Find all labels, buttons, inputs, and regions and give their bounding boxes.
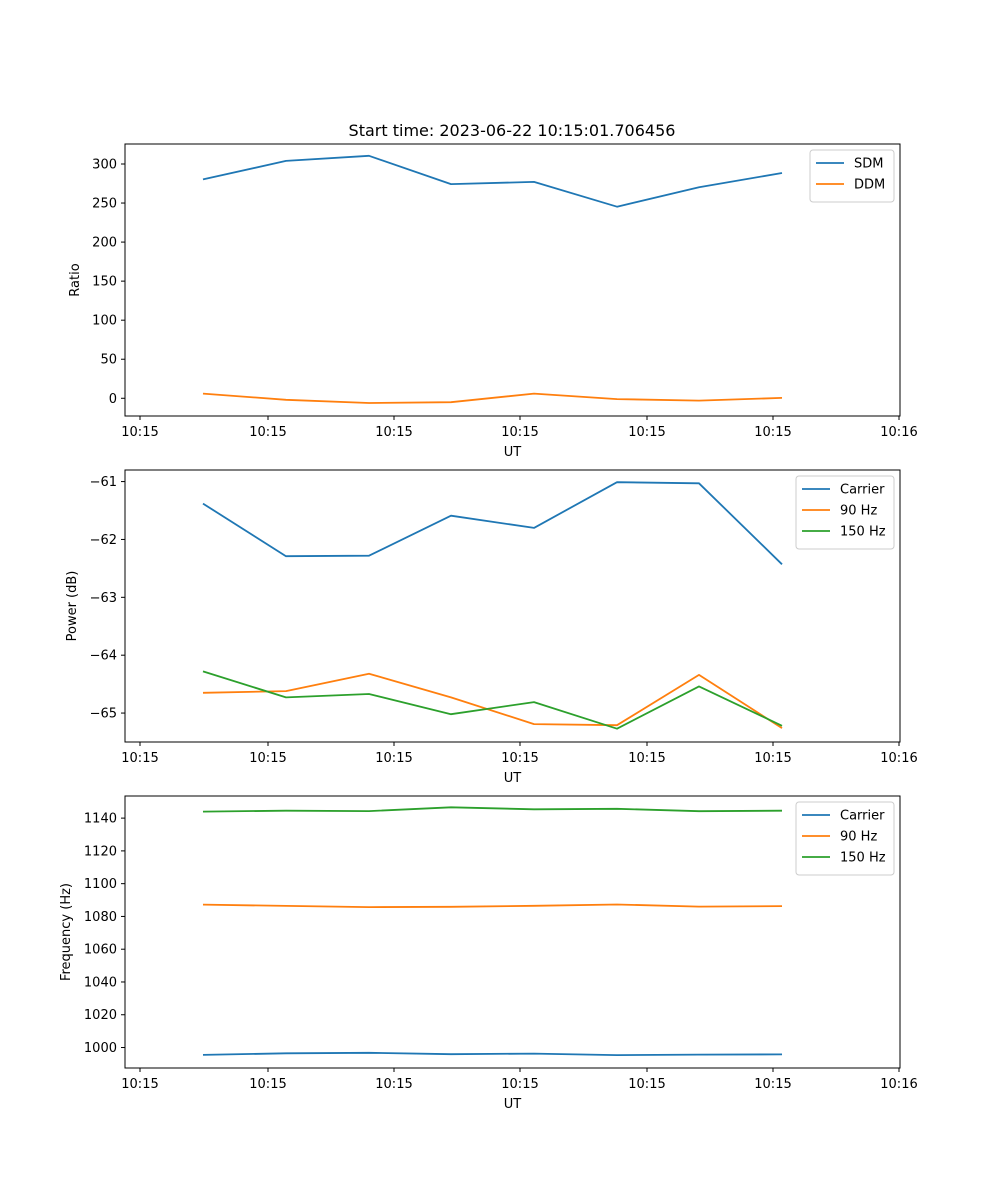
y-tick-label: 250 xyxy=(92,197,117,212)
x-tick-label: 10:15 xyxy=(501,425,538,440)
x-tick-label: 10:15 xyxy=(375,751,412,766)
y-tick-label: −61 xyxy=(90,475,117,490)
legend: Carrier 90 Hz 150 Hz xyxy=(795,475,895,550)
legend: SDM DDM xyxy=(809,149,895,203)
y-axis-label: Power (dB) xyxy=(65,571,80,642)
series-line-ddm xyxy=(202,392,783,404)
x-tick-label: 10:15 xyxy=(754,751,791,766)
plot-frame xyxy=(124,795,901,1069)
x-tick-label: 10:15 xyxy=(375,425,412,440)
x-tick-label: 10:15 xyxy=(628,425,665,440)
x-tick-label: 10:15 xyxy=(121,1077,158,1092)
legend-label: 150 Hz xyxy=(840,851,886,866)
y-tick-label: −65 xyxy=(90,707,117,722)
series-line-150-hz xyxy=(202,806,783,813)
legend-label: 90 Hz xyxy=(840,830,877,845)
x-tick-label: 10:16 xyxy=(880,425,917,440)
y-tick-label: −63 xyxy=(90,591,117,606)
y-tick-label: 1140 xyxy=(84,812,117,827)
x-tick-label: 10:15 xyxy=(121,425,158,440)
legend-label: 150 Hz xyxy=(840,525,886,540)
y-tick-label: 300 xyxy=(92,157,117,172)
x-tick-label: 10:15 xyxy=(249,425,286,440)
x-tick-label: 10:15 xyxy=(375,1077,412,1092)
series-line-carrier xyxy=(202,1051,783,1056)
y-tick-label: 1040 xyxy=(84,975,117,990)
chart-panel-2: 10:15 10:15 10:15 10:15 10:15 10:15 10:16 UT −61… xyxy=(65,469,918,786)
x-tick-label: 10:15 xyxy=(249,751,286,766)
legend-label: DDM xyxy=(854,178,885,193)
x-tick-label: 10:15 xyxy=(754,425,791,440)
y-tick-label: 1000 xyxy=(84,1041,117,1056)
y-tick-label: 1020 xyxy=(84,1008,117,1023)
plot-frame xyxy=(124,469,901,743)
chart-panel-1: 10:15 10:15 10:15 10:15 10:15 10:15 10:16 UT 0 50… xyxy=(68,143,918,460)
y-tick-label: 1120 xyxy=(84,844,117,859)
x-tick-label: 10:15 xyxy=(628,751,665,766)
y-tick-label: 100 xyxy=(92,314,117,329)
x-tick-label: 10:15 xyxy=(628,1077,665,1092)
x-axis-label: UT xyxy=(504,1097,522,1112)
legend-label: Carrier xyxy=(840,809,885,824)
legend-label: SDM xyxy=(854,157,883,172)
x-tick-label: 10:15 xyxy=(249,1077,286,1092)
legend-label: Carrier xyxy=(840,483,885,498)
y-tick-label: 50 xyxy=(100,353,117,368)
y-axis-label: Ratio xyxy=(68,263,83,296)
x-tick-label: 10:15 xyxy=(501,1077,538,1092)
x-tick-label: 10:16 xyxy=(880,751,917,766)
series-line-90-hz xyxy=(202,903,783,908)
x-axis-label: UT xyxy=(504,771,522,786)
y-tick-label: 200 xyxy=(92,236,117,251)
series-line-150-hz xyxy=(202,670,783,730)
y-tick-label: 1080 xyxy=(84,910,117,925)
y-tick-label: 150 xyxy=(92,275,117,290)
x-tick-label: 10:15 xyxy=(501,751,538,766)
y-tick-label: 1060 xyxy=(84,943,117,958)
legend-label: 90 Hz xyxy=(840,504,877,519)
series-line-90-hz xyxy=(202,672,783,729)
x-tick-label: 10:15 xyxy=(754,1077,791,1092)
series-line-sdm xyxy=(202,154,783,208)
plot-frame xyxy=(124,143,901,417)
y-tick-label: 1100 xyxy=(84,877,117,892)
y-tick-label: −62 xyxy=(90,533,117,548)
x-tick-label: 10:15 xyxy=(121,751,158,766)
series-line-carrier xyxy=(202,481,783,565)
y-axis-label: Frequency (Hz) xyxy=(59,883,74,981)
chart-panel-3: 10:15 10:15 10:15 10:15 10:15 10:15 10:16 UT 100… xyxy=(59,795,918,1112)
y-tick-label: 0 xyxy=(109,392,117,407)
y-tick-label: −64 xyxy=(90,649,117,664)
x-axis-label: UT xyxy=(504,445,522,460)
legend: Carrier 90 Hz 150 Hz xyxy=(795,801,895,876)
chart-title: Start time: 2023-06-22 10:15:01.706456 xyxy=(349,121,676,140)
x-tick-label: 10:16 xyxy=(880,1077,917,1092)
